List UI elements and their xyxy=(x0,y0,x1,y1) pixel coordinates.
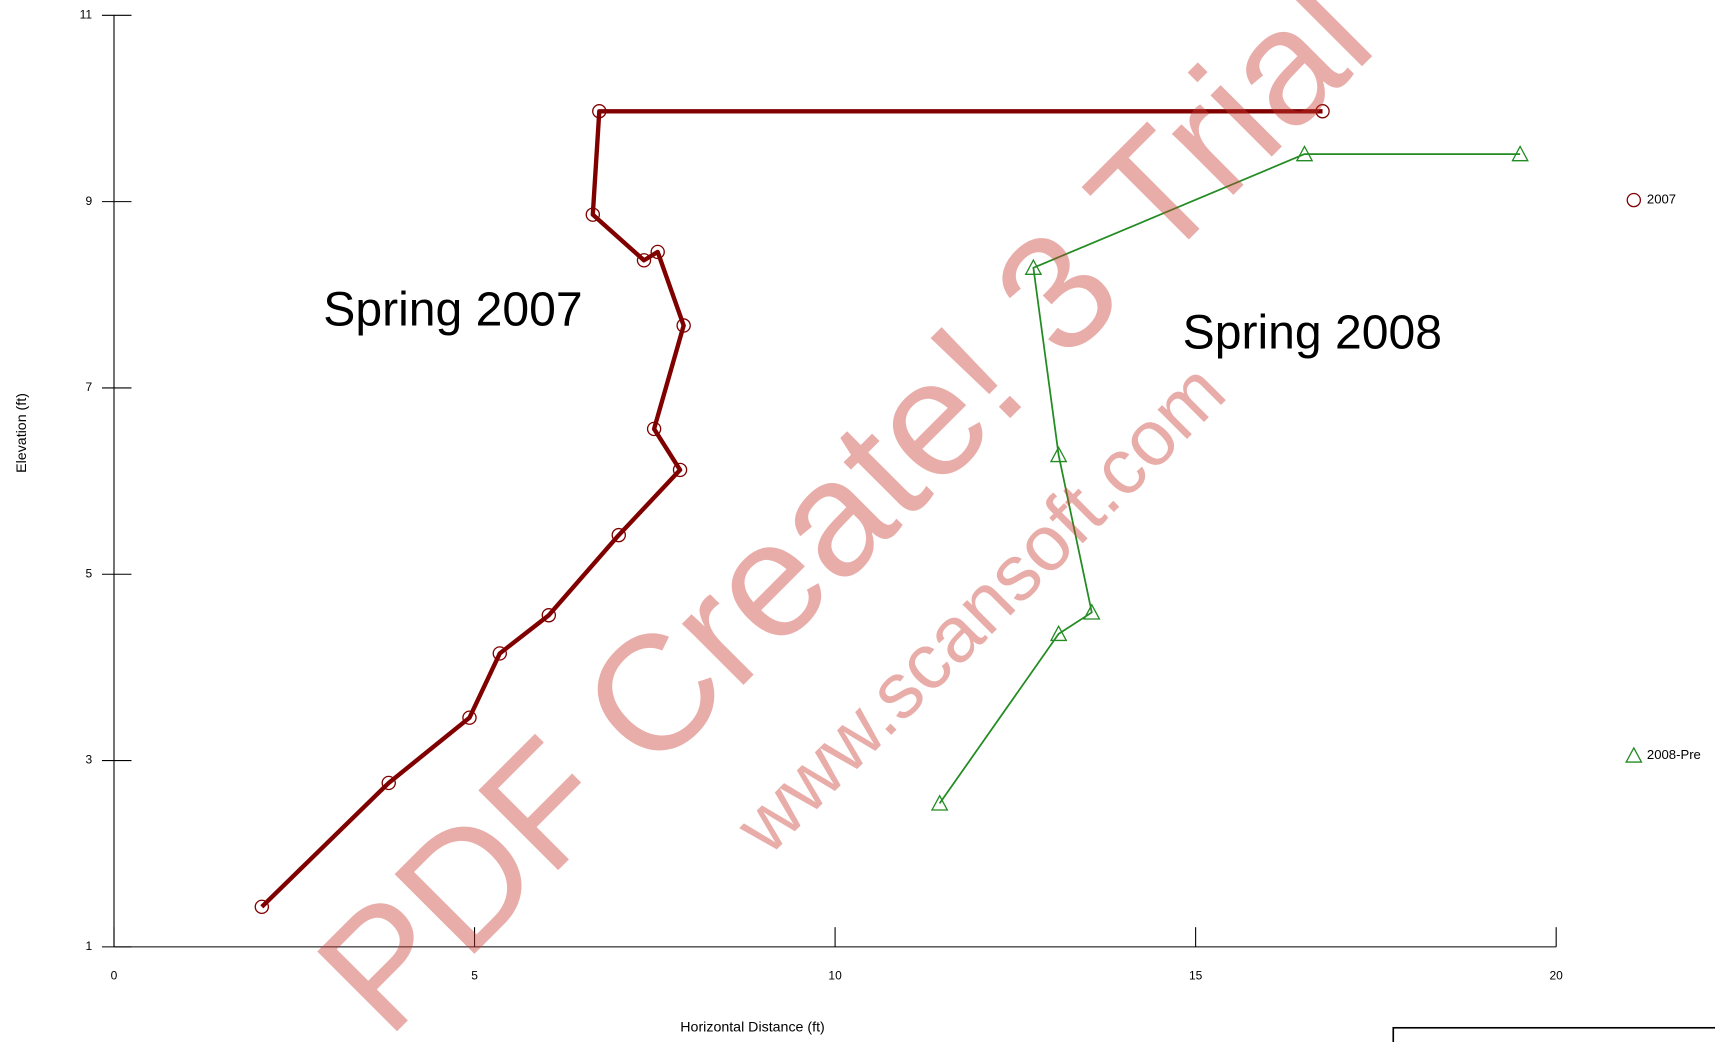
data-point xyxy=(1024,258,1043,275)
frame-box xyxy=(1392,1026,1715,1042)
legend-label: 2007 xyxy=(1647,192,1676,207)
data-point xyxy=(1315,104,1330,119)
data-point xyxy=(254,899,270,915)
data-point xyxy=(1511,145,1529,162)
data-point xyxy=(1049,624,1068,642)
legend-marker xyxy=(1626,192,1642,208)
data-point xyxy=(646,421,662,437)
x-tick-label: 20 xyxy=(1549,969,1563,983)
x-tick-label: 0 xyxy=(111,969,118,983)
data-point xyxy=(676,318,691,333)
y-tick-label: 11 xyxy=(80,7,93,21)
y-tick-label: 1 xyxy=(85,939,92,953)
data-point xyxy=(611,527,626,543)
data-point xyxy=(492,646,507,661)
data-point xyxy=(1295,145,1314,162)
plot: 0 5 10 15 20 1 3 5 7 9 11 2007 2008-Pre xyxy=(80,7,1701,982)
data-point xyxy=(381,775,396,791)
data-point xyxy=(650,244,665,260)
y-tick-label: 9 xyxy=(85,194,92,208)
annotation: Spring 2008 xyxy=(1183,305,1442,359)
data-point xyxy=(592,104,607,119)
data-point xyxy=(930,794,949,811)
x-tick-label: 10 xyxy=(828,969,842,983)
data-point xyxy=(1049,445,1068,463)
series-line xyxy=(260,109,1323,909)
y-tick-label: 3 xyxy=(85,753,92,767)
series-line xyxy=(938,153,1521,804)
data-point xyxy=(462,710,477,725)
legend-marker xyxy=(1625,746,1643,763)
y-tick-label: 7 xyxy=(85,380,92,394)
data-point xyxy=(1083,603,1101,620)
data-point xyxy=(636,253,652,268)
legend-label: 2008-Pre xyxy=(1647,747,1701,762)
y-axis-label: Elevation (ft) xyxy=(14,393,30,473)
data-point xyxy=(541,608,557,623)
x-tick-label: 5 xyxy=(471,969,478,983)
annotation: Spring 2007 xyxy=(323,282,582,336)
x-tick-label: 15 xyxy=(1189,969,1203,983)
watermark: PDF Create! 3 Trial xyxy=(283,0,1405,1042)
data-point xyxy=(585,207,601,222)
data-point xyxy=(672,462,688,478)
x-axis-label: Horizontal Distance (ft) xyxy=(680,1020,824,1036)
y-tick-label: 5 xyxy=(85,566,92,580)
